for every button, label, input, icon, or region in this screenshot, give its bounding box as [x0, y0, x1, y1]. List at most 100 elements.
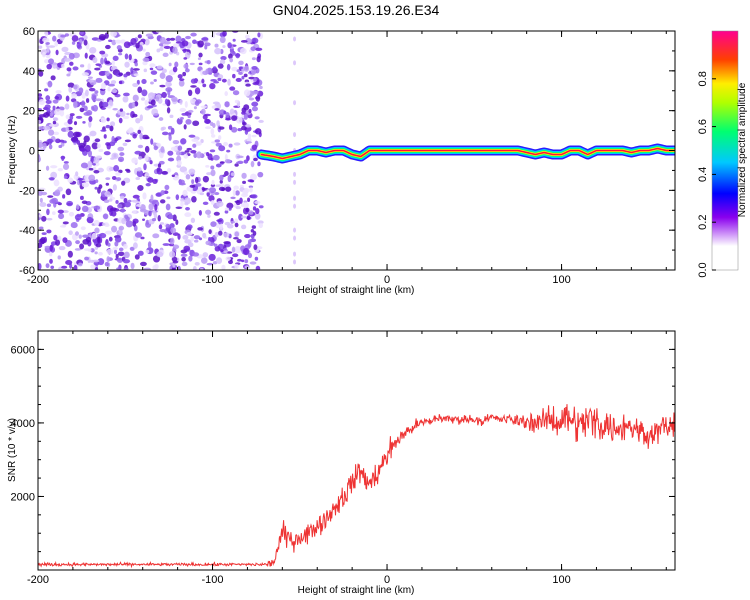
noise-blob [44, 104, 51, 110]
noise-blob [95, 243, 102, 248]
noise-blob [131, 199, 139, 203]
noise-blob [248, 185, 254, 189]
noise-blob [74, 214, 82, 221]
noise-blob [218, 126, 225, 130]
noise-blob [98, 184, 103, 189]
noise-blob [251, 66, 258, 70]
noise-blob [160, 190, 165, 196]
noise-blob [194, 87, 201, 95]
noise-blob [123, 267, 129, 270]
noise-blob [217, 63, 224, 69]
noise-blob [215, 163, 222, 168]
noise-blob [48, 45, 56, 48]
noise-blob [217, 135, 222, 141]
noise-blob [232, 189, 236, 197]
noise-blob [50, 75, 56, 81]
noise-blob [166, 37, 171, 42]
noise-blob [244, 259, 249, 264]
noise-blob [191, 195, 197, 203]
noise-blob [187, 89, 193, 97]
noise-blob [240, 47, 247, 55]
noise-blob [148, 210, 152, 217]
noise-blob [212, 154, 220, 161]
noise-blob [208, 187, 217, 194]
noise-blob [52, 120, 57, 125]
noise-blob [234, 263, 239, 270]
noise-blob [109, 125, 114, 132]
noise-blob [57, 209, 64, 214]
noise-blob [91, 232, 97, 240]
noise-blob [252, 206, 257, 211]
noise-blob [222, 31, 227, 37]
noise-blob [150, 81, 154, 85]
noise-blob [210, 128, 215, 135]
noise-blob [165, 75, 173, 83]
noise-blob [97, 258, 105, 266]
snr-y-tick-label: 6000 [11, 344, 35, 356]
noise-blob [115, 39, 122, 44]
noise-blob [121, 217, 126, 225]
noise-blob [82, 234, 89, 238]
noise-blob [78, 87, 84, 94]
noise-blob [156, 65, 163, 70]
colorbar-tick-label: 0.4 [697, 167, 709, 182]
noise-blob [95, 179, 99, 183]
noise-blob [137, 86, 143, 94]
noise-blob [112, 55, 119, 61]
noise-blob [241, 172, 247, 179]
noise-blob [242, 122, 247, 126]
noise-blob [228, 143, 233, 148]
noise-blob [116, 45, 122, 50]
noise-blob [250, 228, 255, 233]
noise-blob [44, 245, 51, 249]
noise-blob [231, 66, 238, 72]
noise-blob [38, 93, 43, 97]
noise-blob [202, 252, 209, 258]
noise-blob [175, 194, 180, 201]
noise-blob [230, 172, 235, 177]
noise-blob [234, 222, 239, 228]
noise-blob [202, 232, 207, 239]
noise-blob [79, 243, 85, 250]
noise-blob [84, 52, 88, 59]
noise-blob [132, 218, 139, 224]
noise-blob [38, 126, 44, 130]
noise-blob [49, 258, 53, 264]
spectrogram-y-tick-label: -20 [19, 185, 35, 197]
noise-blob [196, 151, 202, 159]
noise-blob [212, 66, 217, 71]
noise-blob [155, 192, 162, 197]
noise-blob [169, 114, 174, 119]
noise-blob [123, 243, 128, 249]
noise-blob [252, 82, 260, 86]
noise-blob [39, 197, 43, 203]
noise-blob [183, 153, 189, 159]
noise-blob [132, 133, 137, 139]
noise-blob [172, 139, 180, 145]
noise-blob [213, 211, 220, 216]
noise-blob [46, 63, 52, 70]
noise-blob [87, 63, 91, 70]
noise-blob [242, 189, 249, 196]
noise-blob [202, 201, 209, 205]
noise-blob [247, 133, 252, 139]
noise-blob [245, 124, 251, 128]
noise-blob [165, 203, 171, 211]
noise-blob [202, 175, 209, 183]
noise-blob [159, 46, 164, 51]
noise-blob [222, 45, 226, 48]
noise-blob [65, 188, 72, 196]
noise-blob [134, 254, 140, 260]
noise-blob [61, 63, 65, 69]
noise-blob [111, 176, 117, 181]
noise-blob [111, 225, 118, 233]
noise-blob [135, 42, 140, 49]
noise-blob [81, 205, 89, 213]
noise-blob [192, 252, 200, 257]
noise-blob [249, 261, 257, 265]
noise-blob [53, 179, 60, 187]
colorbar-frame [711, 30, 739, 271]
noise-blob [89, 46, 97, 54]
noise-blob [154, 204, 158, 211]
